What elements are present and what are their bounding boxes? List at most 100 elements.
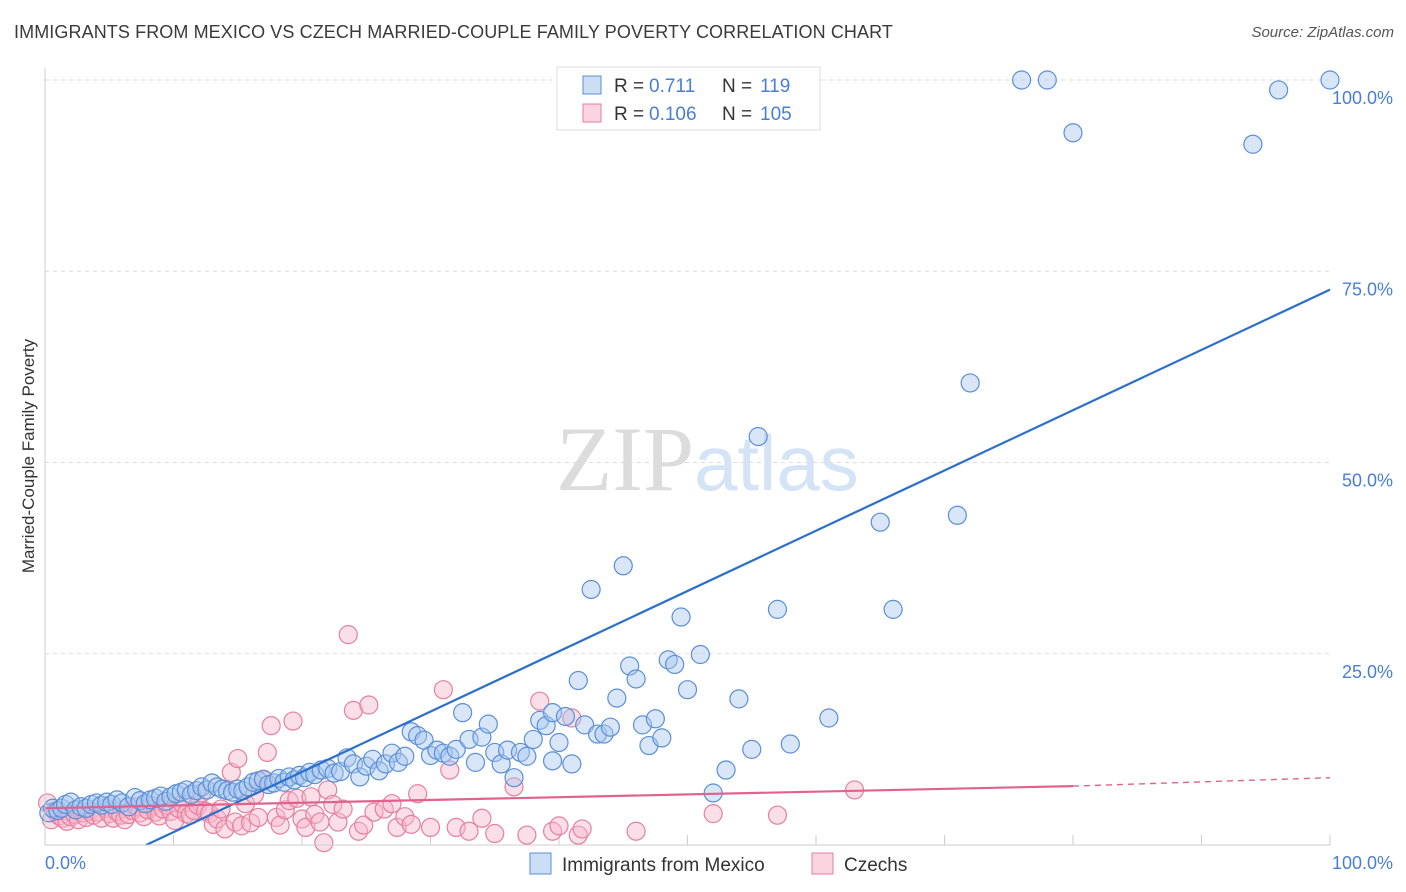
watermark: ZIPatlas	[556, 408, 859, 510]
mexico-point	[1268, 80, 1289, 100]
czech-point	[517, 825, 537, 845]
mexico-trend-line	[145, 288, 1331, 846]
chart-source: Source: ZipAtlas.com	[1251, 24, 1394, 41]
czech-point	[408, 784, 428, 804]
czech-point	[433, 680, 453, 700]
mexico-point	[517, 746, 537, 766]
czech-point	[572, 819, 592, 839]
czech-point	[387, 817, 407, 838]
czech-point	[767, 805, 788, 825]
mexico-point	[465, 752, 486, 772]
czech-point	[549, 816, 569, 836]
czech-point	[283, 711, 303, 731]
bottom-legend-label: Czechs	[844, 855, 907, 876]
mexico-point	[600, 717, 621, 737]
bottom-legend-label: Immigrants from Mexico	[562, 855, 765, 876]
axes: 25.0% 50.0% 75.0% 100.0% 0.0% 100.0% Married-C…	[19, 68, 1393, 873]
czech-point	[338, 625, 358, 645]
mexico-point	[1011, 70, 1032, 90]
bottom-legend-swatch	[529, 852, 552, 875]
mexico-point	[607, 688, 627, 708]
mexico-point	[446, 739, 466, 759]
mexico-point	[135, 794, 155, 814]
czech-point	[401, 814, 421, 834]
mexico-point	[542, 751, 563, 771]
czech-point	[359, 695, 379, 715]
czech-point	[270, 815, 290, 835]
mexico-point	[780, 734, 800, 754]
mexico-point	[947, 505, 967, 525]
y-tick-label: 75.0%	[1342, 279, 1393, 299]
czech-point	[382, 794, 402, 814]
czech-point	[261, 716, 281, 736]
mexico-point	[181, 784, 202, 805]
mexico-point	[253, 769, 274, 789]
mexico-point	[453, 703, 473, 723]
czech-point	[530, 691, 550, 711]
legend-r-value: 0.106	[649, 104, 697, 125]
mexico-point	[542, 703, 563, 723]
mexico-point	[665, 654, 685, 675]
watermark-zip: ZIP	[556, 408, 694, 510]
czech-point	[279, 791, 299, 811]
y-tick-label: 100.0%	[1332, 88, 1393, 108]
legend: R = 0.711 N = 119 R = 0.106 N = 105	[556, 66, 821, 131]
legend-n-label: N =	[722, 76, 752, 97]
mexico-point	[395, 746, 415, 766]
czech-trend-line-dashed	[1072, 776, 1331, 787]
czech-point	[314, 833, 334, 853]
mexico-point	[870, 512, 890, 532]
czech-point	[348, 821, 369, 841]
mexico-point	[504, 768, 524, 788]
legend-swatch	[582, 75, 602, 95]
mexico-point	[742, 739, 762, 759]
chart-title: IMMIGRANTS FROM MEXICO VS CZECH MARRIED-…	[14, 22, 894, 42]
mexico-point	[883, 599, 903, 619]
czech-point	[459, 821, 479, 841]
czech-point	[343, 700, 363, 720]
mexico-point	[677, 680, 698, 700]
legend-swatch	[582, 103, 602, 123]
mexico-point	[523, 729, 543, 750]
mexico-point	[581, 579, 601, 600]
czech-point	[703, 804, 723, 824]
czech-point	[420, 817, 441, 838]
mexico-point	[478, 714, 498, 734]
czech-point	[203, 814, 223, 834]
x-tick-label: 0.0%	[45, 853, 86, 873]
czech-point	[333, 799, 353, 819]
trend-lines	[44, 288, 1331, 846]
y-tick-label: 50.0%	[1342, 471, 1393, 491]
mexico-point	[690, 644, 710, 665]
watermark-atlas: atlas	[694, 419, 859, 507]
mexico-point	[187, 781, 207, 801]
mexico-point	[1037, 70, 1057, 90]
mexico-point	[549, 732, 569, 753]
mexico-point	[223, 782, 243, 802]
y-tick-label: 25.0%	[1342, 662, 1393, 682]
mexico-point	[671, 607, 691, 627]
bottom-legend-swatch	[811, 852, 834, 875]
legend-r-label: R =	[614, 76, 644, 97]
mexico-point	[729, 689, 749, 709]
mexico-point	[324, 763, 344, 783]
czech-point	[395, 807, 415, 827]
czech-point	[472, 808, 492, 828]
legend-n-label: N =	[722, 104, 752, 125]
y-axis-label: Married-Couple Family Poverty	[19, 338, 38, 573]
data-points	[37, 70, 1340, 853]
czech-point	[215, 819, 235, 839]
mexico-point	[192, 777, 212, 797]
mexico-point	[819, 708, 839, 728]
mexico-point	[1243, 134, 1263, 154]
legend-r-label: R =	[614, 104, 644, 125]
mexico-point	[767, 599, 788, 619]
mexico-point	[555, 706, 576, 727]
mexico-point	[748, 426, 768, 447]
mexico-point	[350, 767, 370, 787]
czech-point	[626, 821, 646, 841]
czech-point	[446, 817, 466, 838]
czech-point	[323, 794, 343, 815]
mexico-point	[613, 556, 633, 576]
